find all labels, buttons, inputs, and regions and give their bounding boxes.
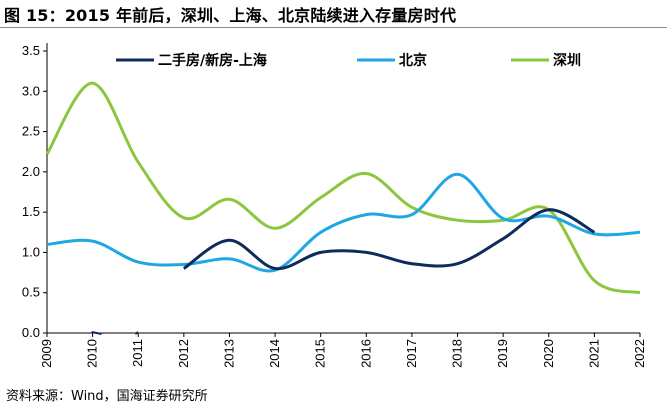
y-tick-label: 2.5 <box>22 124 40 139</box>
x-tick-label: 2013 <box>221 339 236 368</box>
x-tick-label: 2014 <box>267 339 282 368</box>
x-tick-label: 2020 <box>541 339 556 368</box>
series-line-beijing <box>46 172 641 273</box>
title-rule <box>0 27 667 28</box>
x-tick-label: 2016 <box>358 339 373 368</box>
x-tick-label: 2018 <box>450 339 465 368</box>
x-tick-label: 2015 <box>313 339 328 368</box>
x-tick-label: 2012 <box>176 339 191 368</box>
series-line-shanghai <box>182 208 596 271</box>
y-tick-label: 0.5 <box>22 285 40 300</box>
x-tick-label: 2011 <box>130 339 145 367</box>
legend-label-beijing: 北京 <box>399 52 427 69</box>
series-line-shanghai-stub <box>91 331 102 335</box>
y-tick-label: 1.0 <box>22 244 40 259</box>
x-tick-label: 2010 <box>85 339 100 368</box>
y-tick-label: 1.5 <box>22 204 40 219</box>
y-tick-label: 3.5 <box>22 43 40 58</box>
series-line-shanghai-stub <box>134 331 139 335</box>
x-tick-label: 2022 <box>632 339 647 368</box>
x-tick-label: 2017 <box>404 339 419 368</box>
x-tick-label: 2021 <box>586 339 601 368</box>
y-tick-label: 0.0 <box>22 325 40 340</box>
source-note: 资料来源：Wind，国海证券研究所 <box>6 389 208 404</box>
x-tick-label: 2009 <box>39 339 54 368</box>
x-tick-label: 2019 <box>495 339 510 368</box>
figure-title: 图 15：2015 年前后，深圳、上海、北京陆续进入存量房时代 <box>4 6 457 25</box>
y-tick-label: 3.0 <box>22 83 40 98</box>
legend-label-shanghai: 二手房/新房-上海 <box>158 52 267 69</box>
y-tick-label: 2.0 <box>22 164 40 179</box>
legend-label-shenzhen: 深圳 <box>553 52 581 69</box>
